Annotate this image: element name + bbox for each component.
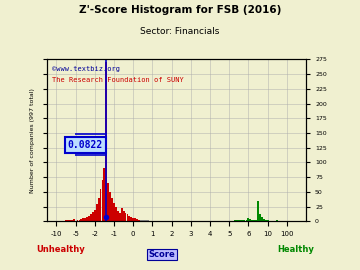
- Text: The Research Foundation of SUNY: The Research Foundation of SUNY: [52, 77, 184, 83]
- Bar: [88, 215, 90, 221]
- Bar: [265, 220, 267, 221]
- Bar: [255, 220, 257, 221]
- Bar: [103, 168, 105, 221]
- Bar: [136, 219, 138, 221]
- Bar: [86, 217, 88, 221]
- Bar: [107, 183, 109, 221]
- Text: Unhealthy: Unhealthy: [36, 245, 85, 254]
- Bar: [80, 219, 82, 221]
- Text: Healthy: Healthy: [277, 245, 314, 254]
- Bar: [242, 220, 244, 221]
- Bar: [249, 219, 251, 221]
- Bar: [67, 220, 69, 221]
- Bar: [102, 180, 103, 221]
- Bar: [111, 198, 113, 221]
- Bar: [261, 217, 263, 221]
- Bar: [119, 213, 121, 221]
- Bar: [123, 211, 125, 221]
- Bar: [142, 220, 144, 221]
- Bar: [92, 212, 94, 221]
- Bar: [259, 214, 261, 221]
- Bar: [129, 215, 130, 221]
- Text: 0.0822: 0.0822: [68, 140, 103, 150]
- Bar: [126, 214, 129, 221]
- Bar: [84, 218, 86, 221]
- Y-axis label: Number of companies (997 total): Number of companies (997 total): [30, 88, 35, 193]
- Bar: [71, 220, 73, 221]
- Bar: [236, 220, 238, 221]
- Bar: [96, 204, 98, 221]
- Bar: [246, 220, 247, 221]
- Bar: [98, 198, 100, 221]
- Bar: [240, 220, 242, 221]
- Bar: [113, 202, 115, 221]
- Bar: [78, 220, 80, 221]
- Bar: [65, 220, 67, 221]
- Bar: [125, 212, 126, 221]
- Bar: [276, 220, 278, 221]
- Text: Score: Score: [149, 250, 175, 259]
- Bar: [244, 220, 246, 221]
- Text: Z'-Score Histogram for FSB (2016): Z'-Score Histogram for FSB (2016): [79, 5, 281, 15]
- Bar: [109, 192, 111, 221]
- Bar: [253, 220, 255, 221]
- Bar: [247, 218, 249, 221]
- Bar: [140, 220, 142, 221]
- Bar: [73, 219, 75, 221]
- Bar: [238, 220, 240, 221]
- Bar: [90, 214, 92, 221]
- Bar: [257, 201, 259, 221]
- Bar: [148, 220, 149, 221]
- Bar: [138, 220, 140, 221]
- Bar: [144, 220, 146, 221]
- Bar: [132, 218, 134, 221]
- Bar: [130, 217, 132, 221]
- Text: Sector: Financials: Sector: Financials: [140, 27, 220, 36]
- Bar: [105, 62, 107, 221]
- Bar: [117, 211, 119, 221]
- Bar: [69, 220, 71, 221]
- Bar: [121, 208, 123, 221]
- Bar: [77, 220, 78, 221]
- Bar: [263, 219, 265, 221]
- Bar: [234, 220, 236, 221]
- Bar: [146, 220, 148, 221]
- Bar: [82, 218, 84, 221]
- Bar: [94, 210, 96, 221]
- Bar: [134, 218, 136, 221]
- Bar: [100, 189, 102, 221]
- Bar: [115, 207, 117, 221]
- Bar: [267, 220, 269, 221]
- Text: ©www.textbiz.org: ©www.textbiz.org: [52, 66, 120, 72]
- Bar: [251, 220, 253, 221]
